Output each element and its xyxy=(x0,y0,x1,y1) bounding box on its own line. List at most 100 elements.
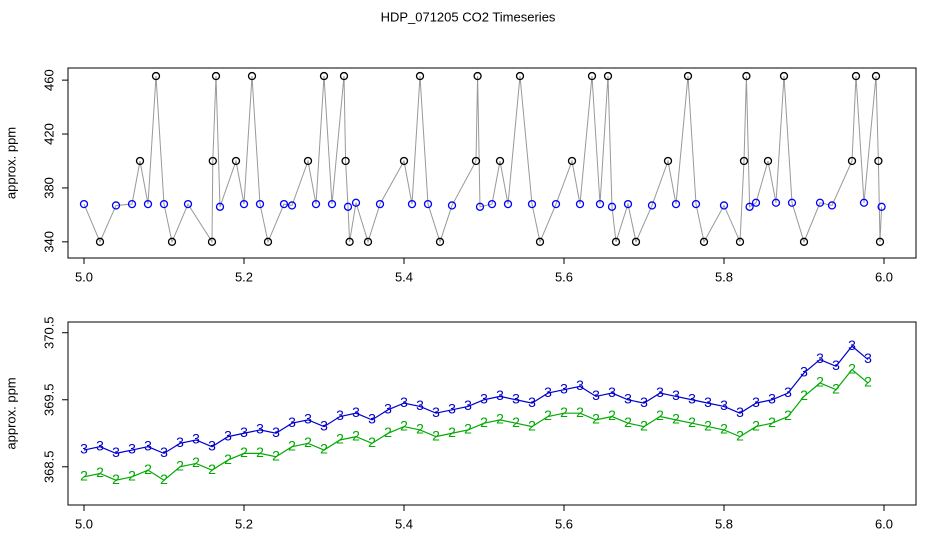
data-point xyxy=(487,199,497,209)
x-tick-label: 5.6 xyxy=(555,516,573,531)
x-tick-label: 5.8 xyxy=(715,516,733,531)
data-marker: 2 xyxy=(384,424,392,440)
data-point xyxy=(787,198,797,207)
data-point xyxy=(319,71,329,81)
data-marker: 3 xyxy=(448,401,456,417)
data-marker: 2 xyxy=(624,414,632,430)
y-tick-label: 368.5 xyxy=(41,451,56,484)
data-point xyxy=(263,237,273,246)
data-point xyxy=(739,156,749,166)
data-marker: 2 xyxy=(368,434,376,450)
data-point xyxy=(473,71,482,81)
data-marker: 2 xyxy=(160,471,168,487)
data-marker: 2 xyxy=(464,421,472,437)
data-marker: 3 xyxy=(496,387,504,403)
data-point xyxy=(407,199,417,209)
chart-title: HDP_071205 CO2 Timeseries xyxy=(381,9,556,24)
data-point xyxy=(799,237,809,246)
data-marker: 3 xyxy=(176,434,184,450)
data-point xyxy=(877,202,886,211)
data-marker: 3 xyxy=(272,424,280,440)
x-tick-label: 6.0 xyxy=(875,269,893,284)
data-marker: 2 xyxy=(768,414,776,430)
data-marker: 2 xyxy=(784,407,792,423)
plot-frame xyxy=(67,67,917,259)
data-point xyxy=(875,237,885,246)
data-point xyxy=(239,199,249,209)
x-tick-label: 5.4 xyxy=(395,269,413,284)
data-marker: 2 xyxy=(496,411,504,427)
data-marker: 3 xyxy=(256,421,264,437)
y-axis-label: approx. ppm xyxy=(3,127,18,199)
data-marker: 2 xyxy=(256,444,264,460)
data-marker: 3 xyxy=(304,411,312,427)
data-marker: 2 xyxy=(752,417,760,433)
data-marker: 2 xyxy=(304,434,312,450)
data-marker: 2 xyxy=(176,457,184,473)
data-marker: 2 xyxy=(272,447,280,463)
data-marker: 3 xyxy=(192,431,200,447)
data-marker: 3 xyxy=(528,394,536,410)
data-marker: 3 xyxy=(752,394,760,410)
data-point xyxy=(207,237,217,246)
data-marker: 3 xyxy=(224,427,232,443)
plot-frame xyxy=(67,321,917,506)
data-point xyxy=(215,202,225,211)
data-point xyxy=(671,199,681,209)
data-marker: 2 xyxy=(144,461,152,477)
data-marker: 3 xyxy=(608,384,616,400)
data-point xyxy=(351,198,361,207)
data-marker: 3 xyxy=(80,441,88,457)
data-point xyxy=(375,199,385,209)
data-point xyxy=(815,198,825,207)
data-point xyxy=(495,156,505,166)
data-marker: 2 xyxy=(416,421,424,437)
data-point xyxy=(779,71,789,81)
data-point xyxy=(631,237,641,246)
data-point xyxy=(327,199,337,209)
data-marker: 2 xyxy=(720,421,728,437)
data-marker: 3 xyxy=(560,380,568,396)
data-point xyxy=(183,199,193,209)
data-point xyxy=(247,71,257,81)
data-point xyxy=(345,237,354,246)
data-marker: 2 xyxy=(80,468,88,484)
data-marker: 3 xyxy=(240,424,248,440)
data-marker: 3 xyxy=(144,437,152,453)
x-tick-label: 6.0 xyxy=(875,516,893,531)
data-point xyxy=(623,199,633,209)
data-point xyxy=(127,199,137,209)
data-marker: 3 xyxy=(368,411,376,427)
data-marker: 3 xyxy=(784,384,792,400)
data-marker: 3 xyxy=(384,401,392,417)
data-point xyxy=(527,199,537,209)
data-point xyxy=(363,237,373,246)
data-point xyxy=(399,156,409,166)
data-point xyxy=(231,156,241,166)
data-marker: 2 xyxy=(192,454,200,470)
data-marker: 3 xyxy=(624,390,632,406)
data-marker: 3 xyxy=(592,387,600,403)
y-tick-label: 420 xyxy=(41,123,56,145)
data-marker: 2 xyxy=(320,441,328,457)
data-marker: 3 xyxy=(320,417,328,433)
data-point xyxy=(435,237,445,246)
data-marker: 3 xyxy=(640,394,648,410)
data-marker: 3 xyxy=(544,384,552,400)
data-point xyxy=(847,156,857,166)
data-point xyxy=(211,71,221,81)
data-point xyxy=(447,201,457,210)
data-marker: 3 xyxy=(688,390,696,406)
data-point xyxy=(587,71,597,81)
data-marker: 2 xyxy=(736,427,744,443)
data-point xyxy=(735,237,745,246)
data-marker: 3 xyxy=(736,404,744,420)
data-marker: 3 xyxy=(704,394,712,410)
x-tick-label: 5.6 xyxy=(555,269,573,284)
data-marker: 2 xyxy=(848,360,856,376)
data-marker: 2 xyxy=(800,387,808,403)
data-point xyxy=(691,199,701,209)
data-marker: 2 xyxy=(528,417,536,433)
data-marker: 3 xyxy=(288,414,296,430)
